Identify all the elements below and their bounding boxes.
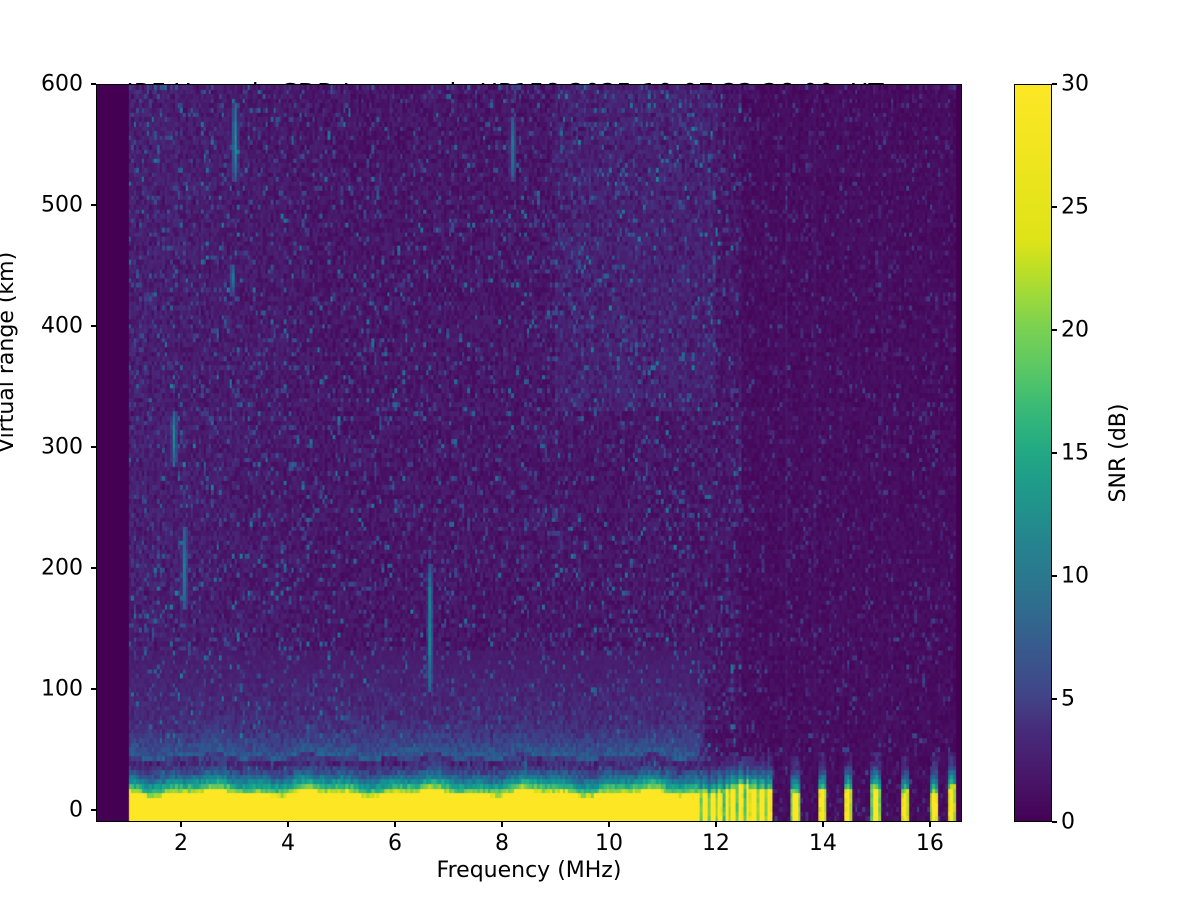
x-tick-mark xyxy=(394,822,396,827)
y-tick-mark xyxy=(91,325,96,327)
y-tick-label: 500 xyxy=(41,192,83,218)
x-tick-mark xyxy=(715,822,717,827)
x-tick-mark xyxy=(822,822,824,827)
x-tick-label: 12 xyxy=(701,831,730,856)
colorbar-tick-mark xyxy=(1052,329,1057,331)
y-axis-label: Virtual range (km) xyxy=(0,251,19,453)
y-tick-label: 100 xyxy=(41,676,83,702)
x-tick-label: 2 xyxy=(174,831,189,856)
ionogram-plot-area xyxy=(96,84,962,822)
x-tick-label: 8 xyxy=(494,831,509,856)
y-tick-label: 600 xyxy=(41,71,83,97)
x-tick-mark xyxy=(501,822,503,827)
x-tick-mark xyxy=(287,822,289,827)
colorbar-label: SNR (dB) xyxy=(1106,403,1131,503)
colorbar-tick-mark xyxy=(1052,83,1057,85)
colorbar-tick-label: 25 xyxy=(1061,194,1089,220)
y-tick-mark xyxy=(91,204,96,206)
colorbar-tick-label: 5 xyxy=(1061,686,1075,712)
y-tick-label: 300 xyxy=(41,434,83,460)
colorbar-tick-label: 30 xyxy=(1061,71,1089,97)
colorbar-tick-label: 20 xyxy=(1061,317,1089,343)
y-tick-mark xyxy=(91,446,96,448)
colorbar-tick-mark xyxy=(1052,452,1057,454)
colorbar-tick-label: 15 xyxy=(1061,440,1089,466)
y-tick-mark xyxy=(91,809,96,811)
x-tick-label: 6 xyxy=(388,831,402,856)
y-tick-label: 400 xyxy=(41,313,83,339)
x-tick-label: 14 xyxy=(808,831,837,856)
colorbar-tick-mark xyxy=(1052,575,1057,577)
x-axis-label: Frequency (MHz) xyxy=(436,858,622,883)
y-tick-mark xyxy=(91,688,96,690)
colorbar xyxy=(1014,84,1052,822)
ionogram-heatmap-canvas xyxy=(97,85,961,821)
x-tick-label: 16 xyxy=(915,831,944,856)
x-tick-mark xyxy=(180,822,182,827)
x-tick-label: 4 xyxy=(281,831,296,856)
colorbar-tick-label: 0 xyxy=(1061,809,1075,835)
y-tick-mark xyxy=(91,567,96,569)
y-tick-label: 0 xyxy=(69,797,83,823)
y-tick-mark xyxy=(91,83,96,85)
colorbar-tick-mark xyxy=(1052,821,1057,823)
x-tick-mark xyxy=(608,822,610,827)
colorbar-tick-label: 10 xyxy=(1061,563,1089,589)
x-tick-mark xyxy=(929,822,931,827)
colorbar-tick-mark xyxy=(1052,206,1057,208)
y-tick-label: 200 xyxy=(41,555,83,581)
x-tick-label: 10 xyxy=(594,831,623,856)
colorbar-tick-mark xyxy=(1052,698,1057,700)
